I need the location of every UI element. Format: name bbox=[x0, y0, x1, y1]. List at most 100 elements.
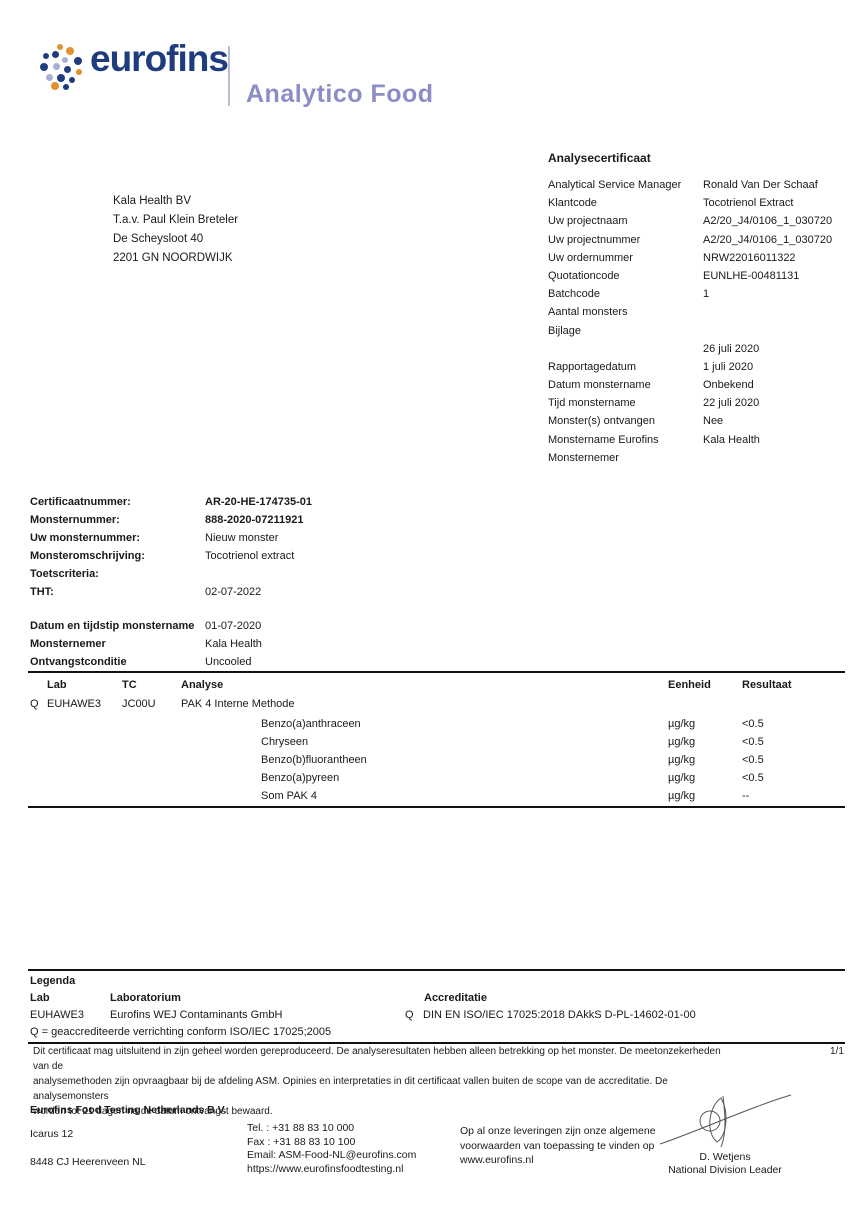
analyte-row: Benzo(b)fluorantheen µg/kg <0.5 bbox=[28, 754, 845, 768]
recipient-line: T.a.v. Paul Klein Breteler bbox=[113, 214, 239, 226]
eurofins-wordmark: eurofins bbox=[90, 38, 229, 79]
header-field-row: Aantal monsters bbox=[548, 306, 860, 324]
certificate-number: AR-20-HE-174735-01 bbox=[205, 496, 312, 508]
logo-dot bbox=[57, 44, 63, 50]
analyte-unit: µg/kg bbox=[668, 718, 696, 730]
legend-note-row: Q = geaccrediteerde verrichting conform … bbox=[28, 1026, 845, 1040]
field-value: Uncooled bbox=[205, 656, 252, 668]
legend-col-laboratorium: Laboratorium bbox=[110, 992, 181, 1004]
field-label: Uw projectnaam bbox=[548, 215, 628, 228]
logo-dot bbox=[62, 57, 68, 63]
field-label: Klantcode bbox=[548, 197, 597, 210]
analyte-row: Chryseen µg/kg <0.5 bbox=[28, 736, 845, 750]
header-field-row: 26 juli 2020 bbox=[548, 343, 860, 361]
lab-code: EUHAWE3 bbox=[47, 698, 101, 710]
field-value: 02-07-2022 bbox=[205, 586, 262, 598]
header-field-row: Monster(s) ontvangen Nee bbox=[548, 415, 860, 433]
field-label: Analytical Service Manager bbox=[548, 179, 682, 191]
logo-dot bbox=[57, 74, 65, 82]
logo-dot bbox=[63, 84, 69, 90]
disclaimer-line: worden tot 21 dagen na de datum ontvangs… bbox=[33, 1106, 273, 1117]
col-header-tc: TC bbox=[122, 679, 137, 691]
accreditation-marker: Q bbox=[30, 698, 39, 710]
analyte-row: Benzo(a)anthraceen µg/kg <0.5 bbox=[28, 718, 845, 732]
recipient-line: De Scheysloot 40 bbox=[113, 233, 204, 245]
analyte-unit: µg/kg bbox=[668, 790, 696, 802]
field-label: Quotationcode bbox=[548, 269, 620, 282]
field-value: A2/20_J4/0106_1_030720 bbox=[703, 233, 833, 246]
col-header-lab: Lab bbox=[47, 679, 67, 691]
logo-dot bbox=[74, 57, 82, 65]
legend-title: Legenda bbox=[30, 975, 76, 987]
field-value: Kala Health bbox=[703, 433, 760, 446]
col-header-analyse: Analyse bbox=[181, 679, 224, 691]
certificate-title: Analysecertificaat bbox=[548, 151, 651, 165]
analyte-unit: µg/kg bbox=[668, 736, 696, 748]
legend-title-row: Legenda bbox=[28, 975, 845, 989]
field-value: Nee bbox=[703, 415, 724, 428]
recipient-line: Kala Health BV bbox=[113, 195, 191, 207]
legend-lab-code: EUHAWE3 bbox=[30, 1009, 84, 1021]
field-label: Uw monsternummer: bbox=[30, 532, 141, 544]
analyte-unit: µg/kg bbox=[668, 754, 696, 766]
footer-terms-line: voorwaarden van toepassing te vinden op bbox=[460, 1139, 655, 1152]
recipient-line: 2201 GN NOORDWIJK bbox=[113, 252, 233, 264]
analyte-name: Benzo(a)pyreen bbox=[261, 772, 340, 784]
field-value: Nieuw monster bbox=[205, 532, 279, 544]
legend-header-row: Lab Laboratorium Accreditatie bbox=[28, 992, 845, 1006]
header-field-row: Klantcode Tocotrienol Extract bbox=[548, 197, 860, 215]
logo-dot bbox=[66, 47, 74, 55]
disclaimer-line: Dit certificaat mag uitsluitend in zijn … bbox=[33, 1046, 721, 1072]
method-row: Q EUHAWE3 JC00U PAK 4 Interne Methode bbox=[28, 698, 845, 712]
legend-col-lab: Lab bbox=[30, 992, 50, 1004]
field-value: A2/20_J4/0106_1_030720 bbox=[703, 215, 833, 228]
footer-terms-block: Op al onze leveringen zijn onze algemene… bbox=[460, 1124, 656, 1168]
logo-dot bbox=[43, 53, 49, 59]
legend-entry-row: EUHAWE3 Eurofins WEJ Contaminants GmbH Q… bbox=[28, 1009, 845, 1023]
page-indicator: 1/1 bbox=[830, 1046, 844, 1057]
analyte-result: <0.5 bbox=[742, 736, 764, 748]
header-field-row: Uw projectnummer A2/20_J4/0106_1_030720 bbox=[548, 234, 860, 252]
method-name: PAK 4 Interne Methode bbox=[181, 698, 295, 710]
certificate-header-fields: Analytical Service Manager Ronald Van Der… bbox=[548, 179, 860, 470]
field-label: Monsternemer bbox=[548, 451, 619, 464]
analyte-unit: µg/kg bbox=[668, 772, 696, 784]
footer-website: https://www.eurofinsfoodtesting.nl bbox=[247, 1162, 404, 1175]
field-value: 22 juli 2020 bbox=[703, 397, 760, 410]
footer-tel: Tel. : +31 88 83 10 000 bbox=[247, 1122, 355, 1134]
legend-accreditation: DIN EN ISO/IEC 17025:2018 DAkkS D-PL-146… bbox=[423, 1009, 696, 1021]
logo-divider bbox=[228, 46, 230, 106]
field-value: 01-07-2020 bbox=[205, 620, 262, 632]
footer-terms-line: www.eurofins.nl bbox=[460, 1154, 534, 1166]
eurofins-dots-icon bbox=[40, 44, 88, 92]
legend-section: Legenda Lab Laboratorium Accreditatie EU… bbox=[28, 969, 845, 1044]
logo-dot bbox=[52, 51, 59, 58]
analyte-result: <0.5 bbox=[742, 754, 764, 766]
field-label: Ontvangstconditie bbox=[30, 656, 127, 668]
field-label: Datum monstername bbox=[548, 379, 651, 392]
field-label: Uw projectnummer bbox=[548, 233, 641, 246]
field-label: THT: bbox=[30, 586, 54, 598]
field-value: 1 bbox=[703, 288, 710, 301]
header-field-row: Rapportagedatum 1 juli 2020 bbox=[548, 361, 860, 379]
analyte-name: Benzo(b)fluorantheen bbox=[261, 754, 367, 766]
field-label: Monsternummer: bbox=[30, 514, 120, 526]
results-table: Lab TC Analyse Eenheid Resultaat Q EUHAW… bbox=[28, 671, 845, 808]
sample-number: 888-2020-07211921 bbox=[205, 514, 304, 526]
header-field-row: Quotationcode EUNLHE-00481131 bbox=[548, 270, 860, 288]
field-value: EUNLHE-00481131 bbox=[703, 269, 800, 282]
legend-note: Q = geaccrediteerde verrichting conform … bbox=[30, 1026, 332, 1038]
col-header-resultaat: Resultaat bbox=[742, 679, 792, 691]
field-label: Monsteromschrijving: bbox=[30, 550, 145, 562]
logo-dot bbox=[53, 63, 60, 70]
col-header-eenheid: Eenheid bbox=[668, 679, 711, 691]
field-label: Aantal monsters bbox=[548, 306, 628, 319]
logo-dot bbox=[46, 74, 53, 81]
field-label: Monsternemer bbox=[30, 638, 106, 650]
logo-dot bbox=[76, 69, 82, 75]
signer-title: National Division Leader bbox=[668, 1164, 782, 1176]
legend-marker: Q bbox=[405, 1009, 414, 1021]
analyte-result: <0.5 bbox=[742, 718, 764, 730]
field-label: Uw ordernummer bbox=[548, 251, 633, 264]
